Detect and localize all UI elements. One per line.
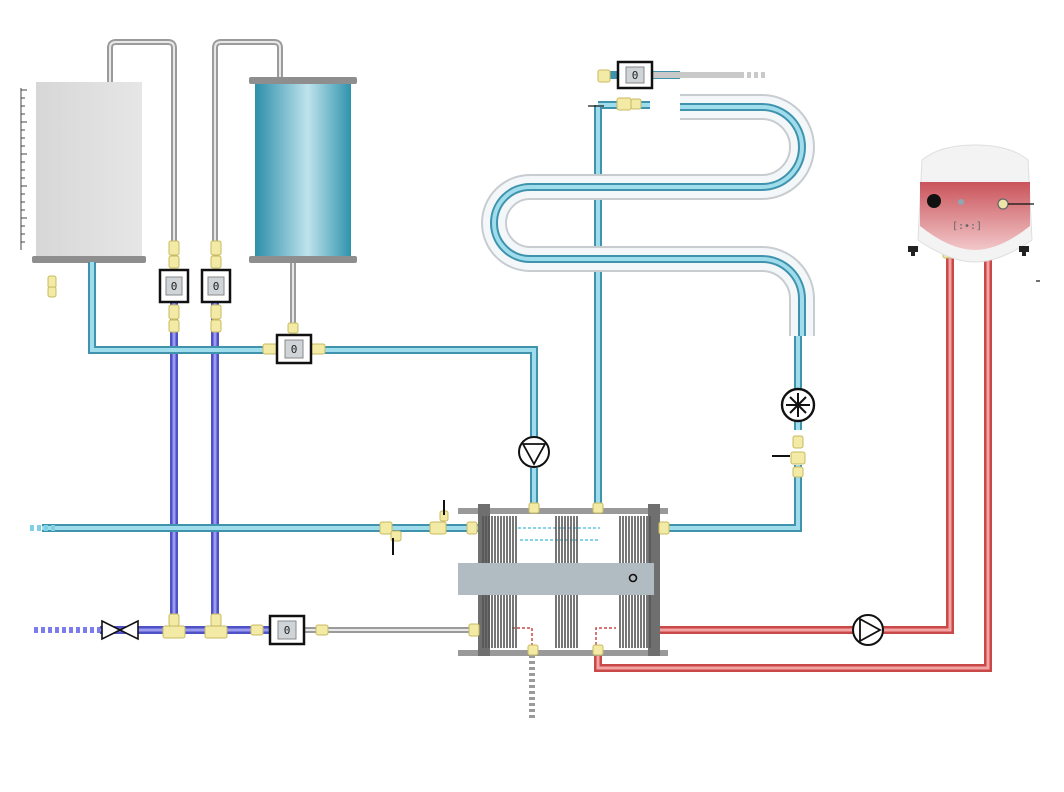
pipe-fitting	[315, 624, 329, 636]
pipe-fitting	[210, 319, 222, 333]
flow-meter-value: 0	[632, 69, 639, 82]
power-indicator	[927, 194, 941, 208]
pipe-fitting	[429, 521, 447, 535]
pipe-fitting	[168, 613, 180, 627]
pipe-fitting	[47, 286, 57, 298]
pipe-fitting	[528, 502, 540, 514]
pipe-fitting	[468, 623, 480, 637]
pipe-fitting	[379, 521, 393, 535]
cold-water-pipes	[30, 71, 802, 532]
grey-storage-tank	[32, 82, 146, 263]
flow-meter-value: 0	[171, 280, 178, 293]
pipe-fitting	[210, 613, 222, 627]
flow-meter-value: 0	[291, 343, 298, 356]
pipe-fitting	[466, 521, 478, 535]
pipe-fitting	[210, 255, 222, 269]
pipe-fitting	[592, 644, 604, 656]
pipe-fitting	[168, 240, 180, 256]
indicator-dot	[628, 573, 638, 583]
pipe-fitting	[204, 625, 228, 639]
pipe-fitting	[168, 304, 180, 320]
pipe-fitting	[597, 69, 611, 83]
pipe-fitting	[616, 97, 632, 111]
valve-icon[interactable]	[101, 619, 139, 641]
heat-coil	[481, 94, 815, 336]
pipe-fitting	[630, 98, 642, 110]
hot-water-loop	[512, 258, 992, 672]
sensor-icon	[997, 198, 1009, 210]
pump-icon[interactable]	[852, 614, 884, 646]
pipe-fitting	[250, 624, 264, 636]
flow-meter-cold-inlet: 0	[268, 614, 306, 646]
flow-meter-top-right: 0	[616, 60, 654, 90]
pipe-fitting	[168, 319, 180, 333]
pipe-fitting	[658, 521, 670, 535]
pipe-fitting	[162, 625, 186, 639]
flow-meter-left-b: 0	[200, 268, 232, 304]
boiler-controller[interactable]: [:•:]	[908, 144, 1034, 263]
pipe-fitting	[168, 255, 180, 269]
flow-meter-left-a: 0	[158, 268, 190, 304]
pipe-fitting	[527, 644, 539, 656]
blue-storage-tank	[249, 77, 357, 263]
pipe-fitting	[262, 343, 278, 355]
pipe-fitting	[210, 304, 222, 320]
pipe-fitting	[310, 343, 326, 355]
pipe-fitting	[792, 466, 804, 478]
pipe-fitting	[592, 502, 604, 514]
plate-heat-exchanger	[458, 504, 668, 656]
flow-meter-value: 0	[213, 280, 220, 293]
pipe-fitting	[790, 451, 806, 465]
flow-meter-tank-outlet: 0	[275, 333, 313, 365]
pipe-fitting	[792, 435, 804, 449]
pump-icon[interactable]	[518, 436, 550, 468]
exchanger-crossbar	[458, 563, 654, 595]
pipe-fitting	[287, 322, 299, 334]
controller-display: [:•:]	[952, 221, 982, 232]
pipe-fitting	[210, 240, 222, 256]
sensor-stubs	[392, 105, 1040, 555]
level-gauge	[20, 88, 27, 250]
pipe-fittings	[47, 69, 994, 656]
fan-icon[interactable]	[780, 387, 816, 423]
flow-meter-value: 0	[284, 624, 291, 637]
pipe-fitting	[47, 275, 57, 289]
